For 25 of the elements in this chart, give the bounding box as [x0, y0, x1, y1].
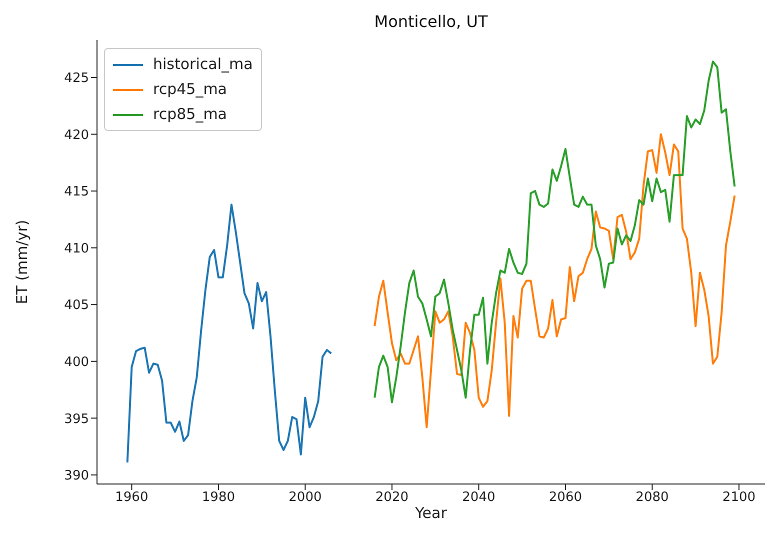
x-tick-label: 2060 [548, 490, 582, 506]
y-tick-label: 395 [64, 412, 89, 427]
line-series [374, 60, 736, 404]
y-tick-label: 415 [64, 184, 89, 200]
x-tick-label: 1960 [115, 490, 148, 506]
x-tick-label: 2040 [462, 490, 496, 506]
legend-label: rcp45_ma [153, 79, 227, 100]
x-tick-label: 2000 [288, 490, 322, 506]
line-series [126, 204, 332, 464]
y-tick-label: 410 [64, 241, 89, 256]
legend-label: rcp85_ma [153, 104, 227, 125]
x-axis-title: Year [414, 504, 448, 522]
chart-title: Monticello, UT [373, 12, 489, 31]
line-series [374, 133, 736, 428]
y-tick-label: 405 [64, 298, 89, 314]
x-tick-label: 2100 [722, 490, 756, 506]
x-tick-label: 1980 [202, 490, 235, 506]
legend-label: historical_ma [153, 54, 253, 75]
y-tick-label: 420 [64, 128, 89, 143]
x-tick-label: 2080 [636, 490, 669, 506]
y-tick-label: 425 [64, 71, 89, 86]
x-tick-label: 2020 [375, 490, 409, 506]
y-axis-title: ET (mm/yr) [13, 220, 31, 304]
y-tick-label: 400 [64, 354, 89, 370]
y-tick-label: 390 [64, 468, 89, 484]
